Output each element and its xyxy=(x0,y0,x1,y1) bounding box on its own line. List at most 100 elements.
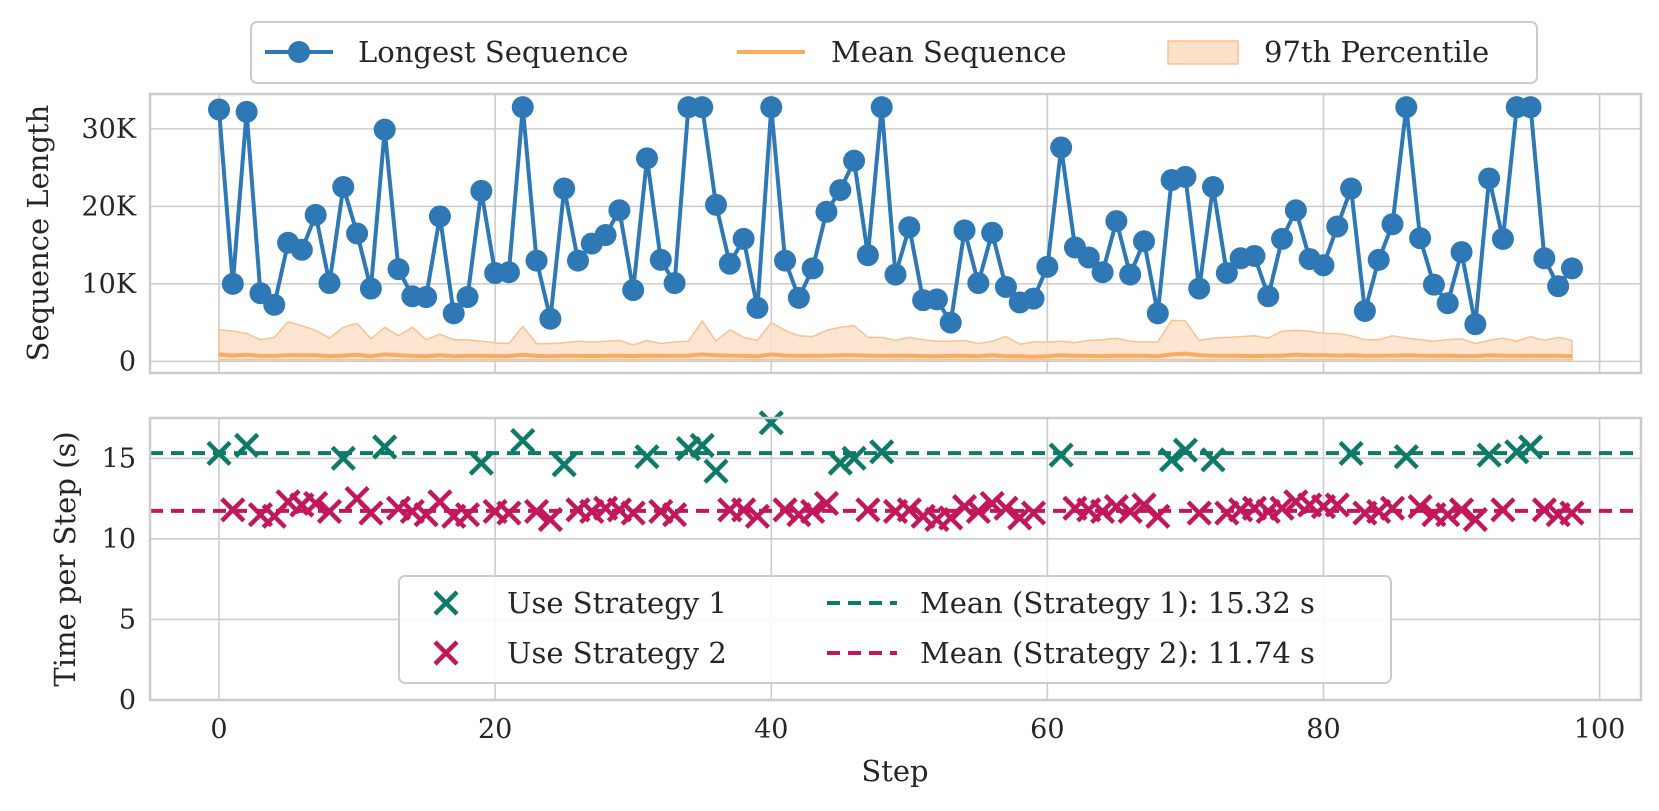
strategy2-point-stroke xyxy=(1241,495,1268,521)
longest-sequence-point xyxy=(1202,176,1225,198)
strategy2-point-stroke xyxy=(523,498,550,525)
strategy1-point xyxy=(1504,439,1530,465)
strategy1-point xyxy=(703,458,729,484)
x-tick-label: 100 xyxy=(1574,714,1626,745)
longest-sequence-point xyxy=(608,199,631,222)
strategy1-point-stroke xyxy=(827,450,853,476)
longest-sequence-point xyxy=(1367,248,1390,271)
strategy2-point xyxy=(731,497,757,523)
strategy1-point-stroke xyxy=(1517,434,1544,460)
strategy2-point-stroke xyxy=(1283,489,1309,515)
strategy1-point xyxy=(330,445,356,471)
strategy2-point xyxy=(1435,502,1461,528)
strategy1-point-stroke xyxy=(234,432,260,458)
strategy1-point-stroke xyxy=(634,444,660,470)
longest-sequence-point xyxy=(1077,246,1100,269)
longest-sequence-point xyxy=(870,96,893,119)
percentile-band-layer xyxy=(218,319,1573,361)
longest-sequence-point xyxy=(1312,254,1335,277)
strategy1-point xyxy=(869,439,895,465)
strategy1-point-stroke xyxy=(1393,444,1419,470)
strategy2-point xyxy=(1448,497,1475,523)
strategy2-point xyxy=(1379,495,1406,521)
longest-sequence-point xyxy=(1560,257,1583,280)
strategy1-point-stroke xyxy=(869,439,895,465)
strategy1-point-stroke xyxy=(1200,447,1226,473)
longest-sequence-point xyxy=(981,221,1004,244)
x-tick-label: 0 xyxy=(210,714,227,745)
strategy2-point-stroke xyxy=(896,497,922,523)
legend-longest-label: Longest Sequence xyxy=(358,35,628,69)
strategy1-point xyxy=(827,450,853,476)
x-tick-labels: 0 20 40 60 80 100 xyxy=(210,714,1625,745)
longest-sequence-point xyxy=(636,147,658,170)
strategy1-point-stroke xyxy=(1172,437,1199,463)
longest-sequence-point xyxy=(994,275,1017,298)
strategy2-point-stroke xyxy=(358,500,384,526)
longest-sequence-point xyxy=(1381,213,1404,236)
strategy2-point-stroke xyxy=(979,490,1005,516)
strategy2-point xyxy=(1089,498,1116,525)
legend-strategy2-marker xyxy=(433,640,459,666)
longest-sequence-point xyxy=(415,286,438,309)
longest-sequence-point xyxy=(566,249,589,272)
longest-sequence-point xyxy=(829,179,852,202)
strategy2-point-stroke xyxy=(275,489,301,515)
strategy2-point-stroke xyxy=(427,489,453,515)
strategy1-point xyxy=(372,434,398,460)
strategy2-point-stroke xyxy=(1435,502,1461,528)
strategy2-point xyxy=(855,497,881,523)
longest-sequence-point xyxy=(1133,230,1155,253)
strategy1-point-stroke xyxy=(1338,440,1364,467)
longest-sequence-point xyxy=(622,279,645,302)
strategy2-point-stroke xyxy=(1007,505,1033,531)
longest-sequence-point xyxy=(428,205,451,228)
strategy2-point-stroke xyxy=(1559,500,1585,526)
strategy2-point-stroke xyxy=(1379,495,1406,521)
longest-sequence-point xyxy=(1547,275,1570,298)
longest-sequence-point xyxy=(1022,287,1045,310)
strategy2-point xyxy=(454,502,481,528)
legend-strategy1-label: Use Strategy 1 xyxy=(507,586,727,620)
longest-sequence-point xyxy=(1533,247,1556,270)
bottom-legend-frame xyxy=(398,575,1392,684)
top-legend-frame xyxy=(250,21,1538,84)
strategy2-point-stroke xyxy=(648,498,674,525)
mean-sequence-line xyxy=(218,351,1573,359)
strategy2-point-stroke xyxy=(1089,498,1116,525)
legend-strategy2-label: Use Strategy 2 xyxy=(507,636,727,670)
longest-sequence-point xyxy=(373,118,396,141)
legend-longest-marker xyxy=(288,41,310,63)
strategy2-point-stroke xyxy=(910,503,936,529)
longest-sequence-point xyxy=(967,272,990,295)
strategy2-point-stroke xyxy=(620,500,646,526)
strategy2-point-stroke xyxy=(1131,492,1157,518)
longest-sequence-point xyxy=(774,249,797,272)
longest-sequence-point xyxy=(1257,285,1280,308)
strategy1-point-stroke xyxy=(510,427,536,454)
strategy2-point xyxy=(800,498,826,525)
strategy1-point xyxy=(1338,440,1364,467)
x-tick-label: 20 xyxy=(478,714,512,745)
bottom-y-axis-label: Time per Step (s) xyxy=(48,431,82,686)
legend-97th-percentile: 97th Percentile xyxy=(1167,35,1489,69)
longest-sequence-point xyxy=(525,249,548,272)
strategy2-point xyxy=(951,494,978,520)
longest-sequence-point xyxy=(235,100,258,123)
top-legend: Longest Sequence Mean Sequence 97th Perc… xyxy=(250,21,1538,84)
strategy1-point xyxy=(206,440,232,467)
scatter-points-layer xyxy=(206,410,1585,533)
top-y-tick-label: 0 xyxy=(119,346,136,377)
longest-sequence-point xyxy=(1215,262,1238,285)
longest-sequence-point xyxy=(332,176,355,198)
strategy1-point xyxy=(841,445,867,471)
strategy1-point-stroke xyxy=(1159,447,1185,473)
strategy1-point xyxy=(551,452,577,478)
strategy2-point xyxy=(316,498,343,525)
longest-sequence-point xyxy=(470,179,493,202)
longest-sequence-point xyxy=(787,286,810,309)
strategy2-point xyxy=(1324,492,1350,518)
top-y-tick-label: 30K xyxy=(81,114,136,145)
strategy2-point-stroke xyxy=(399,498,425,525)
longest-sequence-point xyxy=(815,200,838,223)
